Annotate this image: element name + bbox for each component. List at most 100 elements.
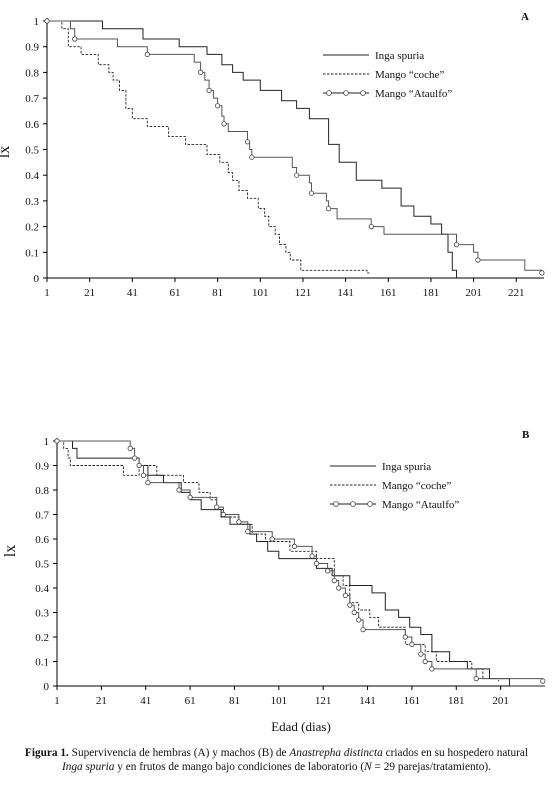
y-tick-label: 0.1 bbox=[25, 247, 39, 259]
panel-letter: A bbox=[521, 11, 529, 23]
series-marker-point bbox=[336, 585, 342, 591]
series-marker-point bbox=[132, 455, 138, 461]
series-marker-point bbox=[475, 257, 481, 263]
x-tick-label: 121 bbox=[315, 695, 332, 707]
y-tick-label: 0.8 bbox=[25, 67, 39, 79]
x-tick-label: 81 bbox=[212, 287, 223, 299]
figure-caption: Figura 1. Supervivencia de hembras (A) y… bbox=[14, 746, 539, 774]
legend-marker bbox=[360, 90, 366, 96]
series-line-2 bbox=[47, 20, 544, 274]
caption-n: N bbox=[364, 761, 372, 773]
series-marker-point bbox=[409, 641, 415, 648]
caption-text-3: y en frutos de mango bajo condiciones de… bbox=[114, 761, 365, 773]
series-marker-point bbox=[422, 658, 428, 665]
x-tick-label: 61 bbox=[185, 695, 196, 707]
x-tick-label: 201 bbox=[492, 695, 509, 707]
y-tick-label: 0.5 bbox=[25, 145, 39, 157]
series-marker-point bbox=[325, 206, 332, 212]
x-tick-label: 161 bbox=[380, 287, 397, 299]
caption-host: Inga spuria bbox=[62, 761, 115, 773]
series-marker-point bbox=[418, 651, 424, 657]
series-marker-point bbox=[221, 121, 227, 127]
y-tick-label: 1 bbox=[34, 16, 40, 28]
x-tick-label: 1 bbox=[44, 287, 50, 299]
legend-label-2: Mango “Ataulfo” bbox=[382, 499, 459, 511]
x-tick-label: 121 bbox=[295, 287, 312, 299]
series-marker-point bbox=[145, 479, 151, 486]
series-marker-point bbox=[244, 139, 251, 145]
panel-a-survival-chart: 00.10.20.30.40.50.60.70.80.911 21 41 61 81 10… bbox=[0, 11, 545, 299]
series-marker-point bbox=[473, 675, 479, 682]
series-marker-point bbox=[136, 462, 142, 469]
series-marker-point bbox=[215, 103, 221, 109]
caption-text-4: = 29 parejas/tratamiento). bbox=[371, 761, 491, 773]
series-marker-point bbox=[540, 678, 546, 684]
x-tick-label: 1 bbox=[54, 695, 60, 707]
series-line-0 bbox=[47, 20, 457, 278]
x-tick-label: 161 bbox=[404, 695, 421, 707]
y-tick-label: 0.2 bbox=[35, 632, 49, 644]
series-marker-point bbox=[360, 626, 366, 633]
series-line-0 bbox=[57, 440, 545, 687]
y-tick-label: 0.9 bbox=[35, 461, 49, 473]
y-tick-label: 0.2 bbox=[25, 222, 39, 234]
legend-label-0: Inga spuria bbox=[382, 461, 431, 473]
series-marker-point bbox=[402, 634, 408, 640]
series-marker-point bbox=[308, 190, 315, 196]
series-line-2 bbox=[57, 440, 544, 682]
y-tick-label: 0.9 bbox=[25, 42, 39, 54]
legend-marker bbox=[350, 501, 356, 507]
y-tick-label: 0 bbox=[34, 273, 40, 285]
x-tick-label: 101 bbox=[252, 287, 269, 299]
series-marker-point bbox=[293, 172, 300, 178]
series-marker-point bbox=[342, 592, 348, 599]
x-tick-label: 41 bbox=[140, 695, 151, 707]
series-marker-point bbox=[453, 242, 460, 248]
legend-marker bbox=[326, 90, 332, 96]
y-tick-label: 0.7 bbox=[25, 93, 39, 105]
x-tick-label: 141 bbox=[337, 287, 354, 299]
series-marker-point bbox=[291, 543, 297, 550]
x-tick-label: 141 bbox=[359, 695, 376, 707]
x-tick-label: 21 bbox=[96, 695, 107, 707]
y-axis-label: lx bbox=[0, 146, 13, 158]
series-marker-point bbox=[187, 494, 193, 500]
series-marker-point bbox=[140, 472, 147, 478]
series-marker-point bbox=[44, 18, 50, 24]
series-marker-point bbox=[356, 617, 362, 623]
x-tick-label: 81 bbox=[229, 695, 240, 707]
x-tick-label: 181 bbox=[448, 695, 465, 707]
y-tick-label: 0.5 bbox=[35, 559, 49, 571]
caption-species: Anastrepha distincta bbox=[289, 747, 383, 759]
y-tick-label: 0.4 bbox=[25, 170, 39, 182]
series-marker-point bbox=[269, 536, 275, 542]
series-marker-point bbox=[309, 553, 315, 559]
series-marker-point bbox=[220, 511, 226, 518]
series-marker-point bbox=[144, 51, 150, 58]
y-tick-label: 0.3 bbox=[35, 608, 49, 620]
x-tick-label: 61 bbox=[169, 287, 180, 299]
series-marker-point bbox=[54, 438, 60, 444]
x-tick-label: 41 bbox=[127, 287, 138, 299]
series-marker-point bbox=[236, 519, 242, 525]
panel-b-survival-chart: 00.10.20.30.40.50.60.70.80.911 21 41 61 81 10… bbox=[2, 429, 546, 734]
legend-marker bbox=[343, 90, 349, 96]
panel-letter: B bbox=[522, 429, 530, 441]
y-tick-label: 0.8 bbox=[35, 485, 49, 497]
legend-label-1: Mango “coche” bbox=[382, 480, 451, 492]
x-tick-label: 221 bbox=[508, 287, 525, 299]
x-tick-label: 21 bbox=[84, 287, 95, 299]
x-tick-label: 101 bbox=[271, 695, 288, 707]
legend-label-1: Mango “coche” bbox=[375, 69, 444, 81]
y-tick-label: 0.1 bbox=[35, 657, 49, 669]
series-marker-point bbox=[368, 224, 374, 230]
series-marker-point bbox=[206, 87, 212, 94]
series-line-1 bbox=[47, 20, 372, 274]
caption-text-1: Supervivencia de hembras (A) y machos (B… bbox=[68, 747, 290, 759]
y-tick-label: 0.6 bbox=[25, 119, 39, 131]
y-axis-label: lx bbox=[2, 545, 19, 557]
y-tick-label: 0.7 bbox=[35, 510, 49, 522]
series-marker-point bbox=[245, 528, 251, 535]
y-tick-label: 0.6 bbox=[35, 534, 49, 546]
